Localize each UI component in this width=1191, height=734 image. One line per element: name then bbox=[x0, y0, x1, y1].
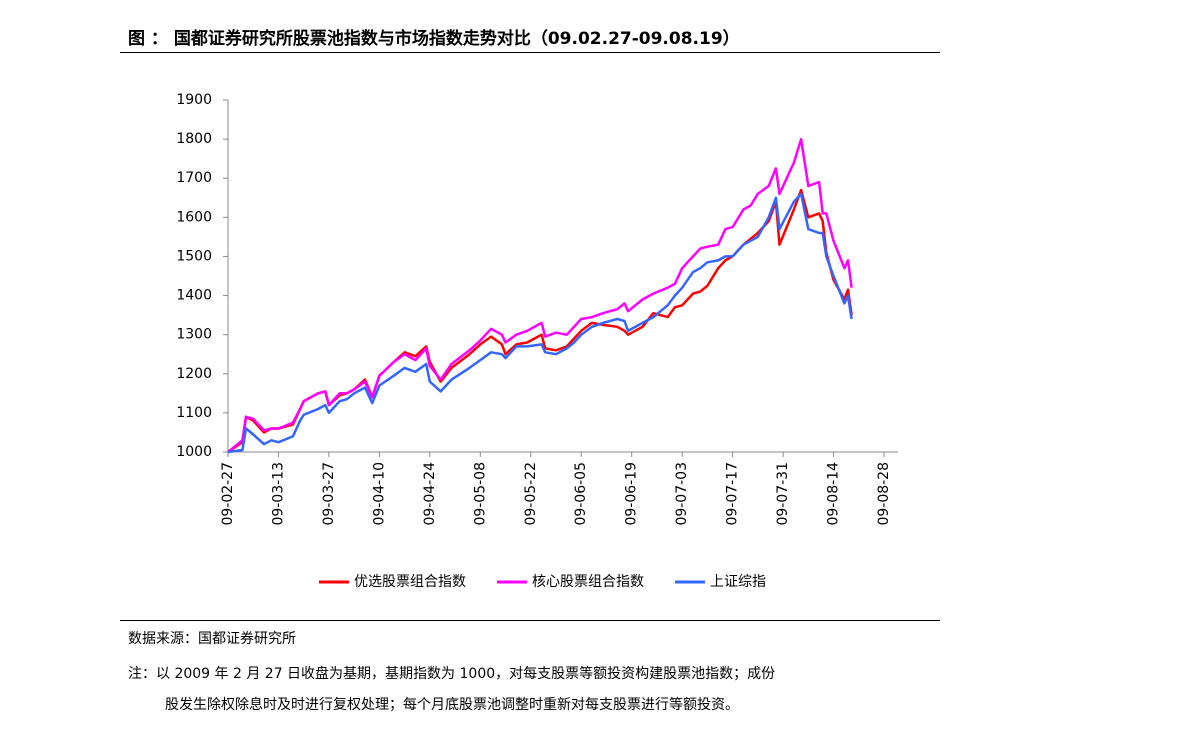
chart: 1000 1100 1200 1300 1400 1500 1600 1700 1800 1900… bbox=[176, 92, 898, 590]
legend-label: 上证综指 bbox=[710, 574, 766, 590]
x-tick-label: 09-08-14 bbox=[826, 462, 842, 526]
x-tick-label: 09-07-31 bbox=[775, 462, 791, 526]
rule bbox=[120, 52, 940, 53]
rule bbox=[120, 620, 940, 621]
x-tick-label: 09-08-28 bbox=[876, 462, 892, 526]
x-tick-label: 09-02-27 bbox=[220, 462, 236, 526]
source: 数据来源：国都证券研究所 bbox=[128, 631, 296, 647]
series-line bbox=[227, 188, 853, 454]
legend-label: 核心股票组合指数 bbox=[532, 574, 644, 590]
legend-label: 优选股票组合指数 bbox=[354, 574, 466, 590]
note: 股发生除权除息时及时进行复权处理；每个月底股票池调整时重新对每支股票进行等额投资… bbox=[165, 697, 739, 713]
x-tick-label: 09-06-19 bbox=[624, 462, 640, 526]
x-tick-label: 09-03-27 bbox=[321, 462, 337, 526]
x-tick-label: 09-05-08 bbox=[472, 462, 488, 526]
x-tick-label: 09-03-13 bbox=[270, 462, 286, 526]
y-tick-label: 1600 bbox=[176, 209, 212, 225]
series-line bbox=[227, 137, 853, 453]
x-tick-label: 09-07-03 bbox=[674, 462, 690, 526]
x-tick-label: 09-06-05 bbox=[573, 462, 589, 526]
figure-title: 图 ： 国都证券研究所股票池指数与市场指数走势对比（09.02.27-09.08… bbox=[128, 29, 740, 49]
x-tick-label: 09-05-22 bbox=[523, 462, 539, 526]
note: 注：以 2009 年 2 月 27 日收盘为基期，基期指数为 1000，对每支股… bbox=[128, 666, 776, 682]
y-tick-label: 1000 bbox=[176, 444, 212, 460]
series-line bbox=[227, 192, 853, 454]
x-tick-label: 09-04-10 bbox=[371, 462, 387, 526]
y-tick-label: 1800 bbox=[176, 131, 212, 147]
y-tick-label: 1500 bbox=[176, 248, 212, 264]
y-tick-label: 1100 bbox=[176, 405, 212, 421]
y-tick-label: 1400 bbox=[176, 288, 212, 304]
x-tick-label: 09-07-17 bbox=[725, 462, 741, 526]
y-tick-label: 1700 bbox=[176, 170, 212, 186]
x-tick-label: 09-04-24 bbox=[422, 462, 438, 526]
y-tick-label: 1900 bbox=[176, 92, 212, 108]
y-tick-label: 1300 bbox=[176, 327, 212, 343]
y-tick-label: 1200 bbox=[176, 366, 212, 382]
